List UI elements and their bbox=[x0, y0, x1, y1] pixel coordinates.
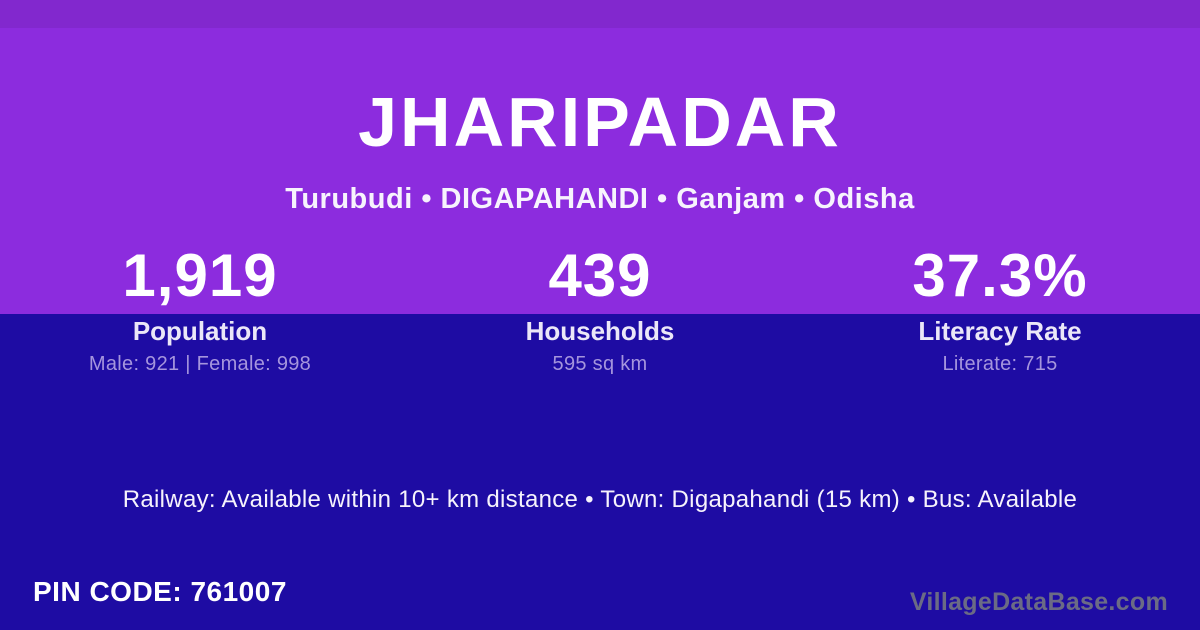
stat-households: 439 Households 595 sq km bbox=[400, 0, 800, 400]
population-label: Population bbox=[132, 316, 268, 346]
village-name-title: JHARIPADAR bbox=[358, 83, 842, 161]
literacy-label: Literacy Rate bbox=[918, 316, 1082, 346]
population-value: 1,919 bbox=[122, 242, 278, 309]
pin-code-label: PIN CODE: 761007 bbox=[33, 576, 287, 607]
stat-literacy: 37.3% Literacy Rate Literate: 715 bbox=[800, 0, 1200, 400]
literacy-detail: Literate: 715 bbox=[942, 353, 1058, 375]
location-breadcrumb: Turubudi • DIGAPAHANDI • Ganjam • Odisha bbox=[285, 183, 915, 215]
households-detail: 595 sq km bbox=[552, 353, 648, 375]
households-value: 439 bbox=[548, 242, 652, 309]
transport-availability-line: Railway: Available within 10+ km distanc… bbox=[122, 486, 1078, 513]
top-accent-strip bbox=[0, 0, 1200, 28]
population-detail: Male: 921 | Female: 998 bbox=[88, 353, 312, 375]
households-label: Households bbox=[525, 316, 675, 346]
site-watermark: VillageDataBase.com bbox=[909, 588, 1168, 616]
stat-population: 1,919 Population Male: 921 | Female: 998 bbox=[0, 0, 400, 400]
literacy-value: 37.3% bbox=[912, 242, 1088, 309]
